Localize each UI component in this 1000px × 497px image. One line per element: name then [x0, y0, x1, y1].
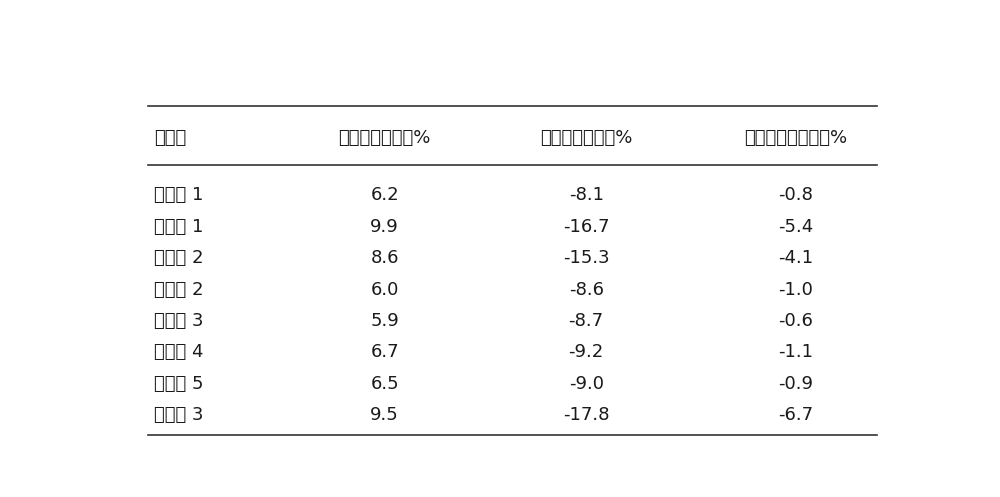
- Text: -17.8: -17.8: [563, 406, 609, 424]
- Text: -1.1: -1.1: [778, 343, 813, 361]
- Text: -5.4: -5.4: [778, 218, 813, 236]
- Text: 对比例 2: 对比例 2: [154, 249, 204, 267]
- Text: -16.7: -16.7: [563, 218, 609, 236]
- Text: -8.6: -8.6: [569, 281, 604, 299]
- Text: 6.0: 6.0: [370, 281, 399, 299]
- Text: 实施例 4: 实施例 4: [154, 343, 204, 361]
- Text: -0.6: -0.6: [778, 312, 813, 330]
- Text: -8.7: -8.7: [569, 312, 604, 330]
- Text: 实施例 2: 实施例 2: [154, 281, 204, 299]
- Text: -6.7: -6.7: [778, 406, 813, 424]
- Text: -8.1: -8.1: [569, 186, 604, 204]
- Text: 6.2: 6.2: [370, 186, 399, 204]
- Text: 实施例 5: 实施例 5: [154, 375, 204, 393]
- Text: 6.5: 6.5: [370, 375, 399, 393]
- Text: -4.1: -4.1: [778, 249, 813, 267]
- Text: -9.2: -9.2: [568, 343, 604, 361]
- Text: 屈服强度变化率%: 屈服强度变化率%: [338, 129, 431, 147]
- Text: -0.9: -0.9: [778, 375, 813, 393]
- Text: 实施例 1: 实施例 1: [154, 186, 204, 204]
- Text: -1.0: -1.0: [778, 281, 813, 299]
- Text: -9.0: -9.0: [569, 375, 604, 393]
- Text: 6.7: 6.7: [370, 343, 399, 361]
- Text: 8.6: 8.6: [370, 249, 399, 267]
- Text: 9.9: 9.9: [370, 218, 399, 236]
- Text: 催化剂: 催化剂: [154, 129, 187, 147]
- Text: 实施例 3: 实施例 3: [154, 312, 204, 330]
- Text: 对比例 3: 对比例 3: [154, 406, 204, 424]
- Text: 断裂伸长率变化率%: 断裂伸长率变化率%: [744, 129, 847, 147]
- Text: 断裂强度变化率%: 断裂强度变化率%: [540, 129, 632, 147]
- Text: -15.3: -15.3: [563, 249, 609, 267]
- Text: 对比例 1: 对比例 1: [154, 218, 204, 236]
- Text: 9.5: 9.5: [370, 406, 399, 424]
- Text: 5.9: 5.9: [370, 312, 399, 330]
- Text: -0.8: -0.8: [778, 186, 813, 204]
